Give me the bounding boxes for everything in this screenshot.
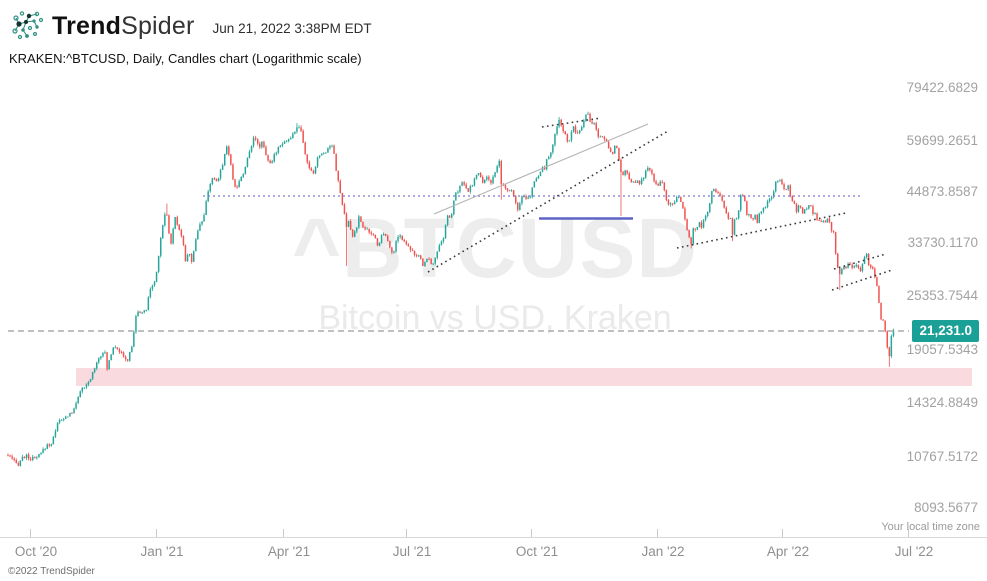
trendline-bear-flag-upper bbox=[833, 253, 887, 270]
y-axis-label: 59699.2651 bbox=[906, 133, 978, 148]
brand-light: Spider bbox=[121, 11, 195, 40]
chart-datetime: Jun 21, 2022 3:38PM EDT bbox=[212, 20, 372, 36]
trendline-rising-channel-lower bbox=[427, 130, 669, 273]
y-axis[interactable]: 79422.6829 59699.2651 44873.8587 33730.1170… bbox=[877, 0, 987, 560]
x-axis-label: Apr '22 bbox=[766, 544, 810, 559]
last-price-badge: 21,231.0 bbox=[912, 320, 979, 342]
y-axis-label: 19057.5343 bbox=[906, 342, 978, 357]
x-axis-tick bbox=[908, 529, 909, 537]
y-axis-label: 10767.5172 bbox=[906, 449, 978, 464]
y-axis-label: 44873.8587 bbox=[906, 184, 978, 199]
x-axis-line bbox=[0, 537, 987, 538]
x-axis-label: Jan '22 bbox=[641, 544, 685, 559]
x-axis-label: Jul '21 bbox=[392, 544, 432, 559]
x-axis-label: Oct '21 bbox=[515, 544, 559, 559]
brand-bold: Trend bbox=[52, 11, 122, 40]
x-axis-label: Oct '20 bbox=[14, 544, 58, 559]
header: TrendSpider Jun 21, 2022 3:38PM EDT bbox=[10, 8, 372, 44]
x-axis-label: Jan '21 bbox=[140, 544, 184, 559]
x-axis-tick bbox=[30, 529, 31, 537]
candles bbox=[7, 111, 895, 467]
brand-title: TrendSpider bbox=[52, 12, 195, 41]
trendline-rising-support-2022 bbox=[676, 212, 847, 249]
chart-title: KRAKEN:^BTCUSD, Daily, Candles chart (Lo… bbox=[9, 51, 362, 66]
y-axis-label: 25353.7544 bbox=[906, 288, 978, 303]
x-axis-tick bbox=[782, 529, 783, 537]
last-price-value: 21,231.0 bbox=[919, 323, 972, 338]
support-zone-band bbox=[76, 368, 972, 386]
y-axis-label: 33730.1170 bbox=[907, 235, 978, 250]
x-axis-tick bbox=[156, 529, 157, 537]
x-axis-tick bbox=[406, 529, 407, 537]
y-axis-label: 14324.8849 bbox=[906, 395, 978, 410]
x-axis-label: Apr '21 bbox=[267, 544, 311, 559]
x-axis-label: Jul '22 bbox=[894, 544, 934, 559]
y-axis-label: 8093.5677 bbox=[914, 500, 978, 515]
trendspider-logo-icon bbox=[12, 11, 44, 40]
trendline-rising-channel-upper bbox=[433, 123, 649, 215]
x-axis-tick bbox=[283, 529, 284, 537]
x-axis-tick bbox=[657, 529, 658, 537]
timezone-note: Your local time zone bbox=[881, 521, 980, 533]
trendline-bear-flag-lower bbox=[831, 269, 893, 291]
copyright: ©2022 TrendSpider bbox=[8, 566, 95, 577]
x-axis-tick bbox=[531, 529, 532, 537]
y-axis-label: 79422.6829 bbox=[906, 80, 978, 95]
